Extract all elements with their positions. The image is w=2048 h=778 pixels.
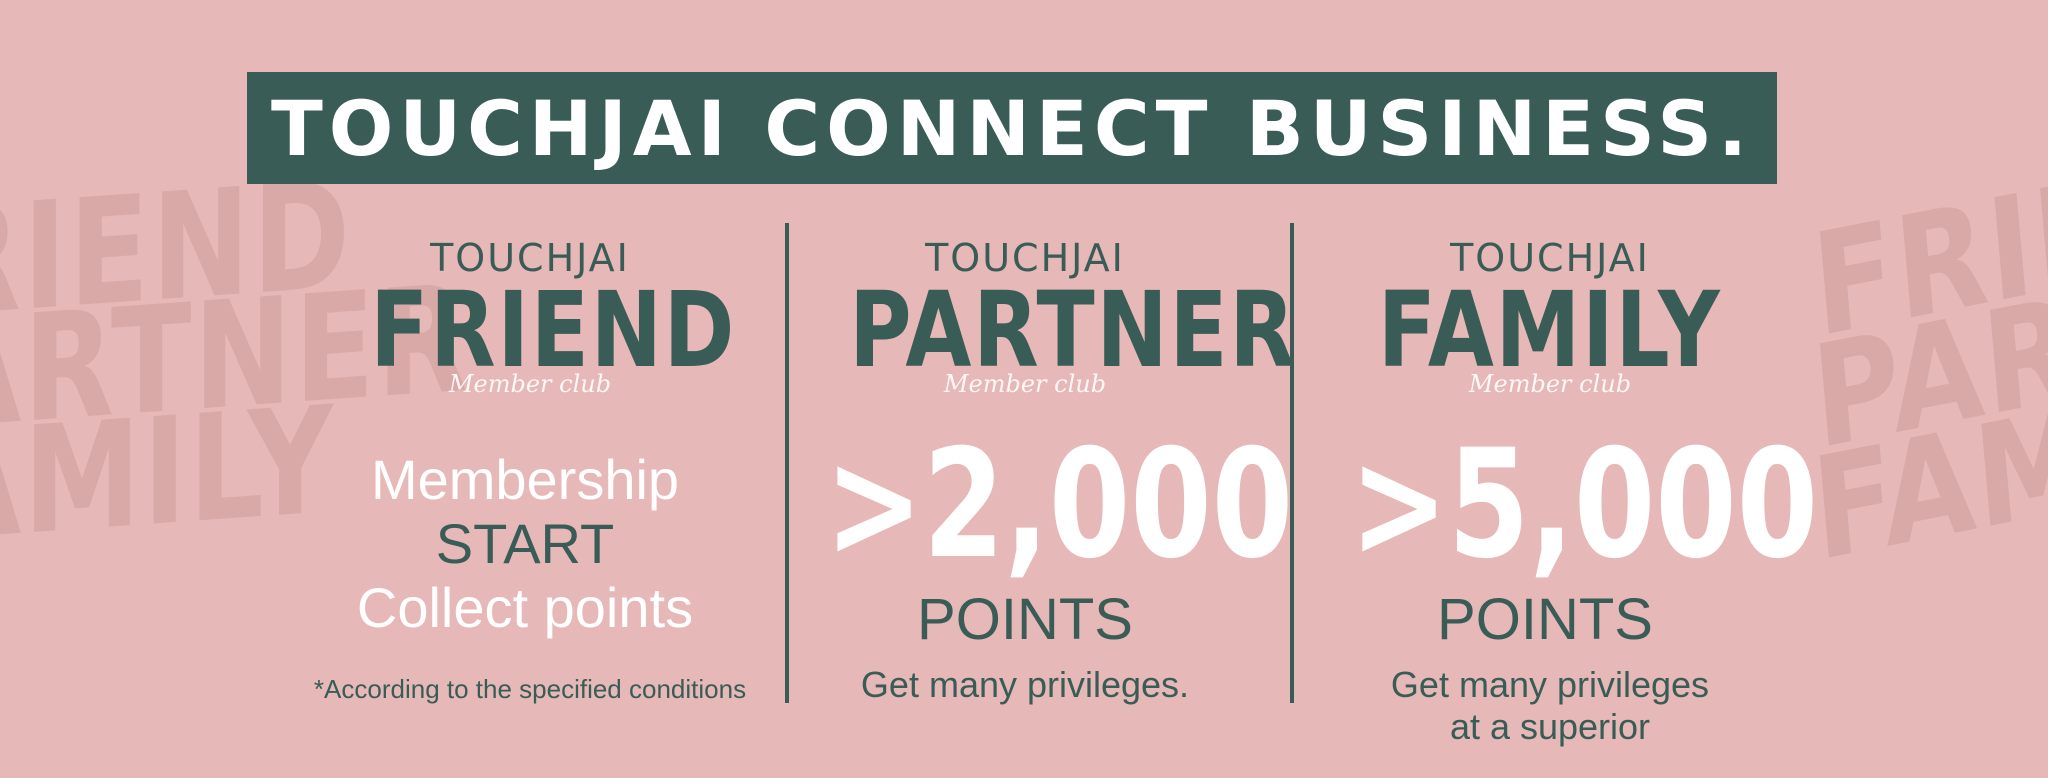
- tier-partner-header: TOUCHJAI PARTNER Member club: [800, 236, 1295, 398]
- friend-note: *According to the specified conditions: [313, 674, 747, 704]
- title-banner: TOUCHJAI CONNECT BUSINESS.: [247, 72, 1777, 184]
- partner-description: Get many privileges.: [860, 664, 1190, 705]
- partner-threshold: >2,000: [825, 418, 1294, 592]
- family-description-line: Get many privileges: [1390, 664, 1710, 705]
- tier-club: Member club: [448, 370, 612, 398]
- tier-club: Member club: [1468, 370, 1632, 398]
- friend-line: Collect points: [356, 576, 694, 639]
- friend-line: START: [435, 512, 615, 575]
- tier-brand: TOUCHJAI: [1450, 236, 1650, 280]
- column-divider: [1290, 223, 1294, 703]
- tier-brand: TOUCHJAI: [925, 236, 1125, 280]
- tier-name: PARTNER: [849, 269, 1297, 391]
- tier-brand: TOUCHJAI: [430, 236, 630, 280]
- banner-title: TOUCHJAI CONNECT BUSINESS.: [270, 83, 1754, 173]
- friend-line: Membership: [370, 448, 680, 511]
- tier-family-header: TOUCHJAI FAMILY Member club: [1330, 236, 1770, 398]
- partner-points-unit: POINTS: [917, 587, 1133, 652]
- tier-name: FAMILY: [1378, 269, 1722, 391]
- family-description: Get many privileges at a superior: [1300, 664, 1800, 748]
- family-points-unit: POINTS: [1437, 587, 1653, 652]
- friend-details: Membership START Collect points: [310, 448, 740, 640]
- column-divider: [785, 223, 789, 703]
- tier-name: FRIEND: [370, 269, 737, 391]
- family-threshold: >5,000: [1350, 418, 1819, 592]
- watermark-right: FRIE PARTN FAMI: [1807, 146, 2048, 593]
- family-description-line: at a superior: [1449, 706, 1651, 747]
- tier-friend-header: TOUCHJAI FRIEND Member club: [330, 236, 734, 398]
- tier-club: Member club: [943, 370, 1107, 398]
